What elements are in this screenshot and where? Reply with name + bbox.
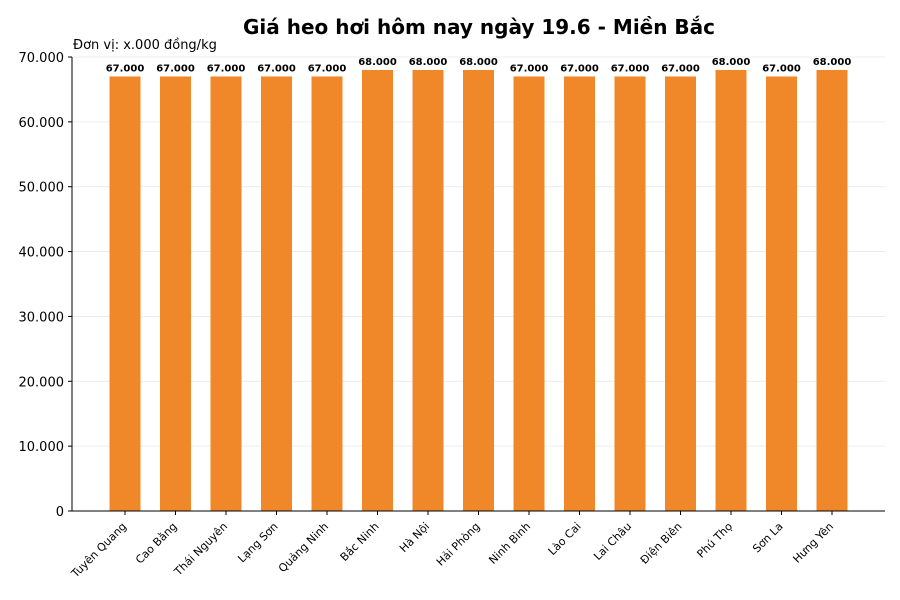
bar	[564, 76, 595, 511]
bar	[311, 76, 343, 511]
bars-group: 67.000 67.000 67.000 67.000 67.000 68.000 68.0…	[106, 57, 852, 511]
x-tick-label: Lạng Sơn	[235, 520, 280, 565]
y-tick-label: 10.000	[19, 440, 65, 455]
y-tick-label: 0	[56, 505, 64, 520]
bar	[412, 69, 444, 511]
x-tick-label: Lai Châu	[591, 520, 634, 563]
bar	[362, 69, 393, 511]
x-tick-label: Thái Nguyên	[171, 520, 230, 579]
x-tick-label: Tuyên Quang	[68, 520, 129, 581]
bar-value-label: 67.000	[661, 63, 700, 74]
x-tick-label: Hải Phòng	[434, 520, 483, 569]
x-tick-label: Ninh Bình	[486, 520, 533, 567]
x-tick-label: Phú Thọ	[694, 520, 735, 561]
bar	[160, 76, 191, 511]
x-tick-label: Lào Cai	[546, 520, 584, 558]
y-tick-label: 30.000	[19, 310, 65, 325]
bar	[816, 69, 848, 511]
bar	[210, 76, 242, 511]
bar-value-label: 68.000	[459, 57, 498, 68]
unit-label: Đơn vị: x.000 đồng/kg	[73, 38, 217, 53]
bar-value-label: 68.000	[813, 57, 852, 68]
bar-value-label: 68.000	[409, 57, 448, 68]
bar	[513, 76, 545, 511]
bar-value-label: 68.000	[712, 57, 751, 68]
y-tick-label: 70.000	[19, 51, 65, 66]
bar	[463, 69, 494, 511]
y-tick-label: 40.000	[19, 246, 65, 261]
bar-value-label: 67.000	[257, 63, 296, 74]
y-tick-label: 50.000	[19, 181, 65, 196]
bar	[665, 76, 696, 511]
bar	[614, 76, 646, 511]
x-tick-label: Hưng Yên	[790, 520, 836, 566]
chart-title: Giá heo hơi hôm nay ngày 19.6 - Miền Bắc	[243, 15, 715, 39]
y-axis-tick-labels: 0 10.000 20.000 30.000 40.000 50.000 60.000 70.…	[19, 51, 72, 520]
x-tick-label: Điện Biên	[638, 520, 685, 567]
bar-value-label: 67.000	[156, 63, 195, 74]
x-tick-label: Quảng Ninh	[276, 520, 331, 575]
bar-value-label: 67.000	[207, 63, 246, 74]
bar-value-label: 67.000	[611, 63, 650, 74]
x-tick-label: Bắc Ninh	[338, 520, 382, 564]
bar-value-label: 67.000	[762, 63, 801, 74]
x-tick-label: Sơn La	[750, 520, 785, 555]
bar-value-label: 68.000	[358, 57, 397, 68]
y-tick-label: 20.000	[19, 375, 65, 390]
bar-value-label: 67.000	[106, 63, 145, 74]
y-tick-label: 60.000	[19, 116, 65, 131]
bar	[109, 76, 141, 511]
bar	[261, 76, 292, 511]
x-tick-label: Hà Nội	[397, 520, 432, 555]
bar-value-label: 67.000	[560, 63, 599, 74]
bar-value-label: 67.000	[308, 63, 347, 74]
bar	[715, 69, 747, 511]
bar	[766, 76, 797, 511]
bar-value-label: 67.000	[510, 63, 549, 74]
x-tick-label: Cao Bằng	[133, 520, 180, 567]
